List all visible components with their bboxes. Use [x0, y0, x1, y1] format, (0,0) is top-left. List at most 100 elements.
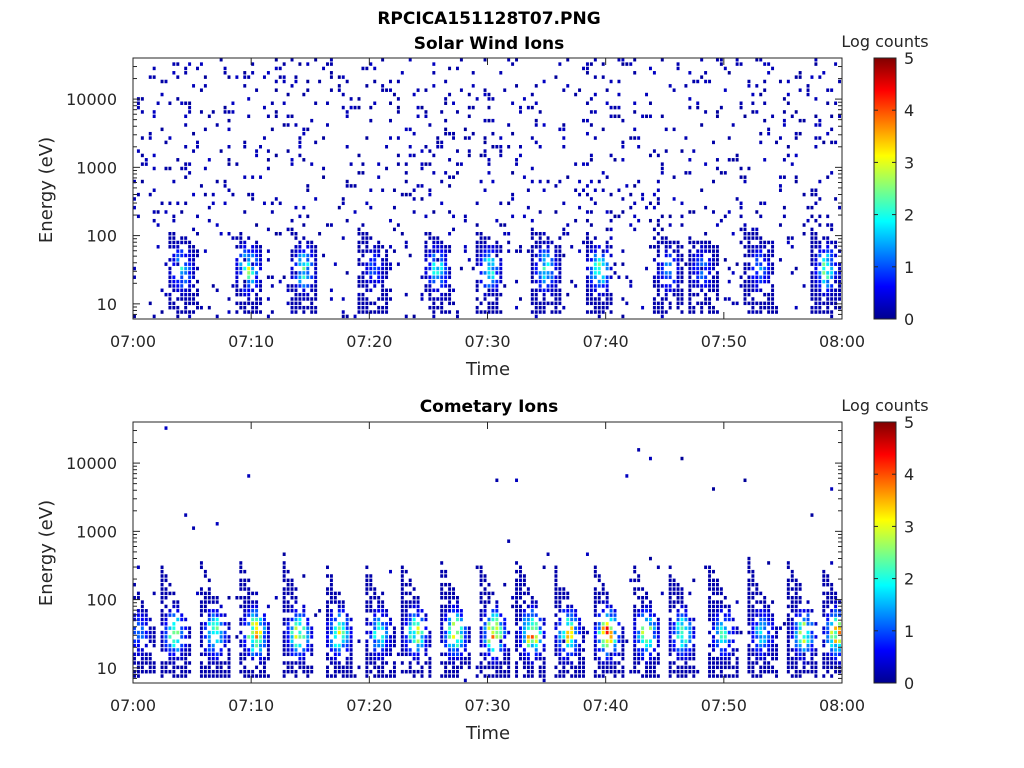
heatmap-cell	[830, 596, 834, 600]
heatmap-cell	[455, 600, 459, 604]
heatmap-cell	[519, 105, 522, 110]
heatmap-cell	[609, 656, 613, 661]
heatmap-cell	[778, 175, 782, 179]
heatmap-cell	[818, 123, 822, 127]
heatmap-cell	[192, 266, 196, 271]
heatmap-cell	[140, 661, 144, 665]
heatmap-cell	[203, 192, 207, 197]
heatmap-cell	[767, 635, 771, 639]
heatmap-cell	[810, 75, 814, 79]
heatmap-cell	[255, 223, 259, 227]
heatmap-cell	[381, 591, 385, 596]
heatmap-cell	[140, 136, 144, 140]
heatmap-cell	[440, 271, 444, 275]
heatmap-cell	[558, 674, 562, 678]
heatmap-cell	[593, 630, 597, 635]
heatmap-cell	[294, 123, 298, 127]
heatmap-cell	[570, 626, 574, 630]
heatmap-cell	[444, 635, 448, 639]
heatmap-cell	[743, 227, 747, 232]
heatmap-cell	[152, 665, 156, 670]
heatmap-cell	[759, 635, 763, 639]
heatmap-cell	[207, 652, 211, 657]
heatmap-cell	[459, 162, 463, 166]
heatmap-cell	[522, 630, 526, 635]
heatmap-cell	[566, 643, 570, 648]
heatmap-cell	[759, 58, 763, 62]
heatmap-cell	[255, 292, 259, 297]
heatmap-cell	[136, 652, 140, 657]
heatmap-cell	[593, 626, 597, 630]
heatmap-cell	[578, 622, 582, 626]
heatmap-cell	[192, 245, 196, 249]
heatmap-cell	[558, 661, 562, 665]
heatmap-cell	[180, 665, 184, 670]
heatmap-cell	[570, 622, 574, 626]
heatmap-cell	[700, 253, 704, 258]
heatmap-cell	[715, 609, 719, 613]
heatmap-cell	[251, 197, 255, 201]
heatmap-cell	[133, 314, 136, 319]
heatmap-cell	[668, 591, 672, 596]
heatmap-cell	[207, 114, 211, 119]
heatmap-cell	[798, 596, 802, 600]
heatmap-cell	[251, 648, 255, 652]
heatmap-cell	[719, 626, 723, 630]
heatmap-cell	[633, 613, 637, 617]
heatmap-cell	[286, 301, 290, 306]
heatmap-cell	[692, 674, 696, 678]
heatmap-cell	[432, 240, 436, 245]
heatmap-cell	[381, 279, 385, 284]
heatmap-cell	[838, 609, 842, 613]
heatmap-cell	[365, 661, 369, 665]
heatmap-cell	[534, 123, 538, 127]
heatmap-cell	[251, 609, 255, 613]
heatmap-cell	[688, 253, 692, 258]
heatmap-cell	[534, 314, 538, 319]
heatmap-cell	[578, 626, 582, 630]
heatmap-cell	[637, 179, 641, 184]
heatmap-cell	[495, 288, 499, 293]
heatmap-cell	[810, 665, 814, 670]
heatmap-cell	[597, 297, 601, 301]
heatmap-cell	[759, 266, 763, 271]
heatmap-cell	[172, 648, 176, 652]
heatmap-cell	[302, 297, 306, 301]
heatmap-cell	[708, 613, 712, 617]
heatmap-cell	[763, 201, 767, 206]
heatmap-cell	[290, 587, 294, 591]
heatmap-cell	[298, 643, 302, 648]
heatmap-cell	[322, 136, 326, 140]
heatmap-cell	[337, 84, 341, 88]
heatmap-cell	[763, 652, 767, 657]
heatmap-cell	[723, 214, 727, 219]
heatmap-cell	[392, 249, 396, 253]
heatmap-cell	[436, 271, 440, 275]
heatmap-cell	[294, 288, 298, 293]
heatmap-cell	[747, 232, 751, 236]
heatmap-cell	[700, 75, 704, 79]
heatmap-cell	[176, 158, 180, 162]
heatmap-cell	[298, 301, 302, 306]
heatmap-cell	[605, 630, 609, 635]
heatmap-cell	[452, 301, 455, 306]
heatmap-cell	[798, 652, 802, 657]
heatmap-cell	[314, 197, 318, 201]
heatmap-cell	[444, 258, 448, 262]
heatmap-cell	[420, 292, 424, 297]
heatmap-cell	[302, 305, 306, 310]
heatmap-cell	[255, 258, 259, 262]
heatmap-cell	[609, 639, 613, 643]
heatmap-cell	[830, 630, 834, 635]
heatmap-cell	[452, 648, 455, 652]
heatmap-cell	[676, 587, 680, 591]
heatmap-cell	[810, 635, 814, 639]
heatmap-cell	[688, 626, 692, 630]
heatmap-cell	[641, 674, 645, 678]
heatmap-cell	[495, 271, 499, 275]
heatmap-cell	[235, 284, 239, 288]
heatmap-cell	[207, 587, 211, 591]
heatmap-cell	[168, 648, 172, 652]
heatmap-cell	[404, 635, 408, 639]
heatmap-cell	[786, 626, 790, 630]
